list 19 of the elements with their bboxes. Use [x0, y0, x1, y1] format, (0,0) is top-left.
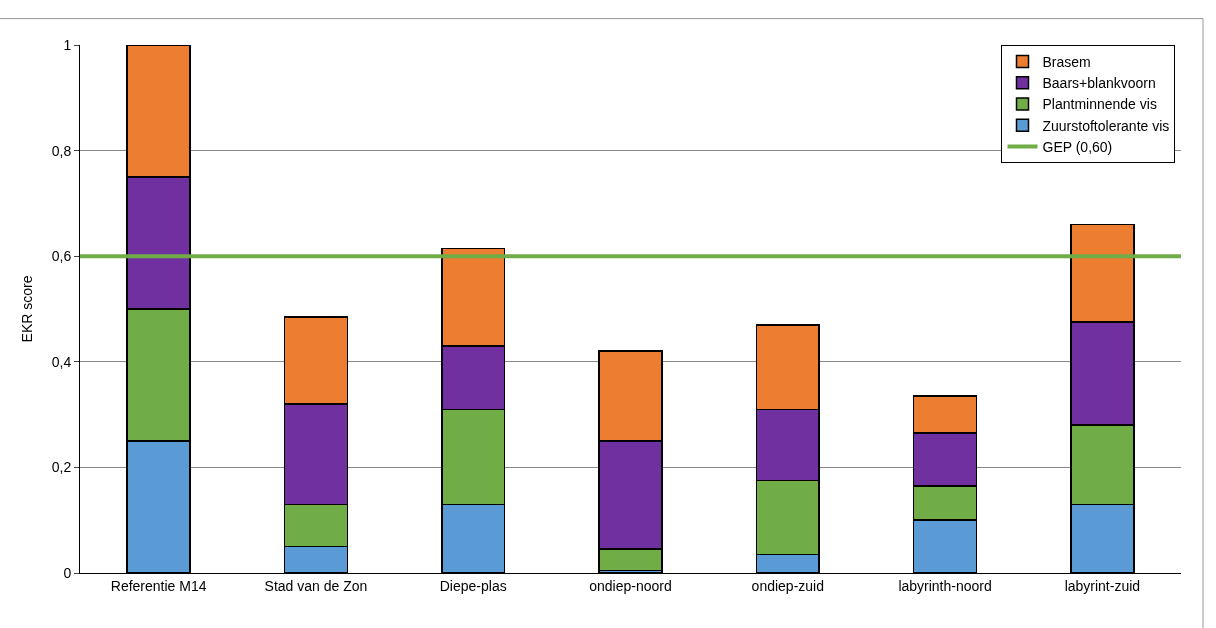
y-tick-label: 0,8: [51, 142, 72, 159]
y-tick-label: 0,6: [51, 248, 72, 265]
legend-label: GEP (0,60): [1042, 138, 1113, 155]
legend-label: Plantminnende vis: [1042, 96, 1157, 113]
x-tick-label: Stad van de Zon: [264, 577, 368, 594]
y-tick-label: 0: [63, 564, 72, 581]
y-axis-title: EKR score: [19, 275, 36, 343]
x-tick-label: Diepe-plas: [439, 577, 507, 594]
legend-label: Brasem: [1042, 54, 1091, 71]
legend-label: Baars+blankvoorn: [1042, 75, 1156, 92]
y-tick-label: 0,2: [51, 459, 72, 476]
y-tick-label: 0,4: [51, 353, 72, 370]
x-tick-label: ondiep-zuid: [751, 577, 824, 594]
x-tick-label: Referentie M14: [110, 577, 207, 594]
x-tick-label: labyrinth-noord: [898, 577, 992, 594]
legend-label: Zuurstoftolerante vis: [1042, 117, 1170, 134]
x-tick-label: ondiep-noord: [589, 577, 672, 594]
x-tick-label: labyrint-zuid: [1064, 577, 1141, 594]
y-tick-label: 1: [63, 36, 72, 53]
